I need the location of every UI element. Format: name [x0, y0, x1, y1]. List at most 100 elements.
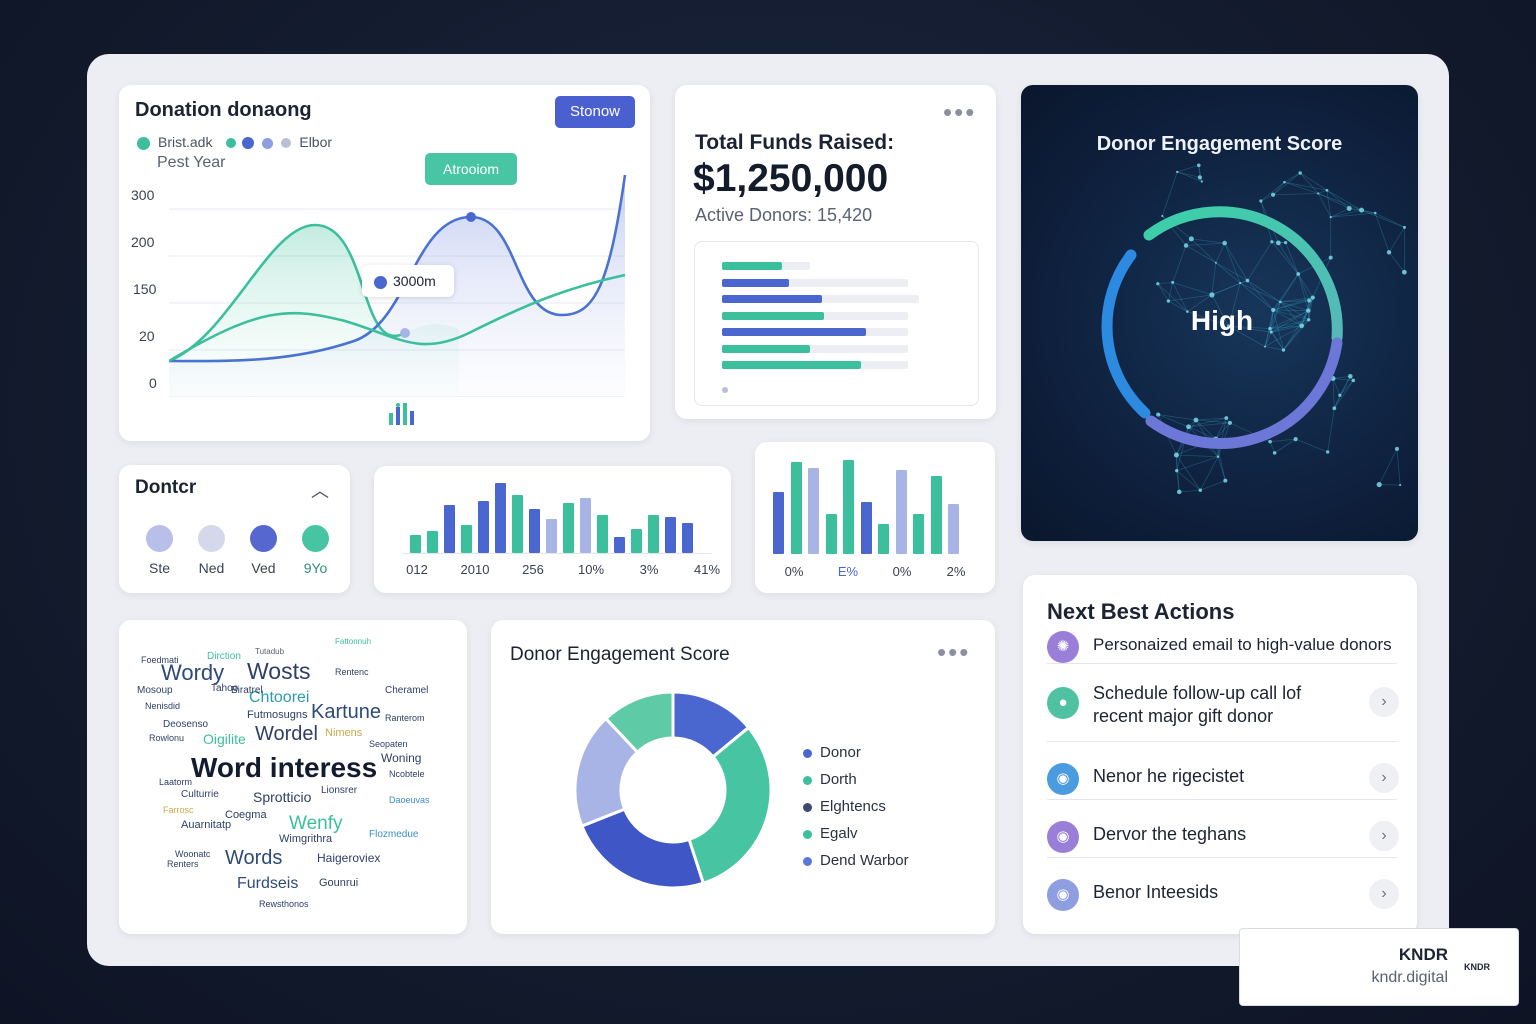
- donut-title: Donor Engagement Score: [510, 644, 730, 665]
- network-link: [1283, 319, 1310, 351]
- bar[interactable]: [665, 517, 676, 553]
- bar[interactable]: [410, 535, 421, 553]
- filter-dot[interactable]: [302, 525, 329, 552]
- divider: [1047, 741, 1397, 742]
- watermark-brand: KNDR: [1398, 945, 1448, 964]
- network-link: [1211, 262, 1217, 295]
- bar[interactable]: [791, 462, 802, 554]
- bar[interactable]: [931, 476, 942, 554]
- bar[interactable]: [878, 524, 889, 554]
- network-node: [1310, 295, 1315, 300]
- network-link: [1333, 376, 1351, 409]
- line-chart-plot: [169, 174, 627, 397]
- network-node: [1268, 326, 1272, 331]
- network-node: [1376, 481, 1382, 488]
- bar[interactable]: [444, 505, 455, 553]
- network-link: [1228, 325, 1272, 333]
- action-item[interactable]: Nenor he rigecistet: [1093, 766, 1245, 786]
- bar[interactable]: [682, 523, 693, 553]
- network-node: [1338, 393, 1342, 397]
- action-item[interactable]: Schedule follow-up call lof recent major…: [1093, 683, 1302, 726]
- watermark-badge: KNDR kndr.digital KNDR: [1239, 928, 1519, 1006]
- bar[interactable]: [631, 529, 642, 553]
- y-tick: 300: [131, 187, 155, 203]
- bar[interactable]: [546, 519, 557, 553]
- word-cloud-word: Biratrel: [231, 685, 263, 696]
- more-options-icon[interactable]: •••: [943, 97, 977, 127]
- network-link: [1274, 438, 1296, 454]
- network-node: [1386, 250, 1392, 255]
- network-link: [1270, 438, 1296, 443]
- filter-dot[interactable]: [146, 525, 173, 552]
- word-cloud-word: Rentenc: [335, 667, 369, 677]
- bar-chart-b-card: 0% E% 0% 2%: [755, 442, 995, 593]
- bar[interactable]: [773, 492, 784, 554]
- chevron-right-icon[interactable]: ›: [1369, 763, 1399, 793]
- network-link: [1269, 301, 1281, 329]
- bar[interactable]: [580, 498, 591, 553]
- word-cloud-word: Words: [225, 847, 283, 869]
- filter-dot[interactable]: [250, 525, 277, 552]
- network-link: [1264, 325, 1302, 347]
- network-link: [1191, 238, 1225, 244]
- legend-dot-lavender: [262, 137, 274, 149]
- network-link: [1273, 300, 1310, 311]
- bar[interactable]: [495, 483, 506, 553]
- word-cloud-word: Renters: [167, 859, 199, 869]
- action-item[interactable]: Personaized email to high-value donors: [1093, 635, 1392, 654]
- bar[interactable]: [861, 502, 872, 554]
- bar[interactable]: [648, 515, 659, 553]
- network-link: [1217, 456, 1226, 481]
- network-link: [1330, 212, 1376, 218]
- chevron-right-icon[interactable]: ›: [1369, 821, 1399, 851]
- bar[interactable]: [512, 495, 523, 553]
- data-point[interactable]: [466, 212, 476, 222]
- bar[interactable]: [948, 504, 959, 554]
- bar[interactable]: [478, 501, 489, 553]
- bar[interactable]: [614, 537, 625, 553]
- network-link: [1177, 164, 1199, 173]
- chevron-up-icon[interactable]: ︿: [311, 481, 329, 501]
- action-item[interactable]: Benor Inteesids: [1093, 882, 1219, 902]
- ring-arc-purple: [1145, 337, 1343, 449]
- network-link: [1211, 282, 1241, 296]
- bar[interactable]: [597, 515, 608, 553]
- network-link: [1247, 280, 1274, 311]
- chevron-right-icon[interactable]: ›: [1369, 687, 1399, 717]
- word-cloud-word: Furdseis: [237, 875, 299, 892]
- network-node: [1325, 188, 1329, 192]
- bar[interactable]: [427, 531, 438, 553]
- chevron-right-icon[interactable]: ›: [1369, 879, 1399, 909]
- network-link: [1332, 375, 1351, 379]
- network-link: [1269, 441, 1275, 454]
- word-cloud-word: Lionsrer: [321, 785, 358, 796]
- network-node: [1299, 323, 1305, 329]
- action-item[interactable]: Dervor the teghans: [1093, 824, 1247, 844]
- engagement-ring-title: Donor Engagement Score: [1096, 133, 1343, 155]
- word-cloud-word: Nenisdid: [145, 701, 181, 711]
- network-link: [1158, 414, 1189, 428]
- legend-dot: [803, 856, 812, 866]
- bar[interactable]: [529, 509, 540, 553]
- bar[interactable]: [563, 503, 574, 553]
- brain-icon: ✺: [1047, 631, 1079, 663]
- bar[interactable]: [913, 514, 924, 554]
- network-link: [1297, 273, 1314, 298]
- bar[interactable]: [843, 460, 854, 554]
- show-button[interactable]: Stonow: [555, 96, 635, 128]
- network-link: [1283, 325, 1303, 351]
- word-cloud-word: Kartune: [311, 701, 382, 723]
- more-options-icon[interactable]: •••: [937, 637, 971, 667]
- network-node: [1270, 240, 1274, 244]
- network-link: [1301, 310, 1309, 326]
- filter-dot[interactable]: [198, 525, 225, 552]
- network-link: [1272, 309, 1284, 351]
- bar[interactable]: [896, 470, 907, 554]
- bar[interactable]: [826, 514, 837, 554]
- series-line-teal-peak: [169, 223, 406, 363]
- bar[interactable]: [461, 525, 472, 553]
- bar[interactable]: [808, 468, 819, 554]
- network-link: [1191, 238, 1217, 263]
- data-point[interactable]: [400, 328, 410, 338]
- network-node: [1156, 412, 1161, 417]
